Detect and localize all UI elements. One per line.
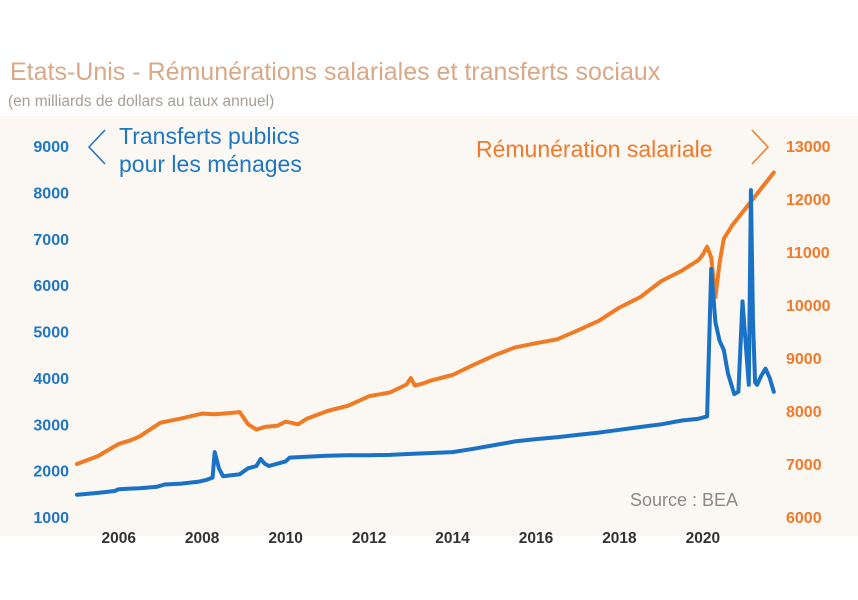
series-line-transferts-publics [75, 188, 776, 497]
right-axis-tick-label: 6000 [786, 510, 822, 527]
right-axis-tick-label: 12000 [786, 192, 831, 209]
source-label: Source : BEA [630, 490, 738, 510]
left-axis-tick-label: 9000 [33, 139, 69, 156]
left-axis-tick-label: 3000 [33, 417, 69, 434]
right-axis-tick-label: 9000 [786, 351, 822, 368]
chart-title: Etats-Unis - Rémunérations salariales et… [10, 58, 661, 86]
left-series-label-line1: Transferts publics [119, 123, 300, 149]
right-axis-tick-label: 7000 [786, 457, 822, 474]
left-axis-ticks: 9000 8000 7000 6000 5000 4000 3000 2000 1000 [33, 139, 69, 527]
x-axis-tick-label: 2006 [101, 530, 136, 547]
left-axis-tick-label: 2000 [33, 464, 69, 481]
series-layer [75, 170, 776, 497]
right-axis-tick-label: 10000 [786, 298, 831, 315]
x-axis-tick-label: 2010 [268, 530, 302, 547]
right-chevron-icon [751, 129, 770, 165]
left-axis-tick-label: 1000 [33, 510, 69, 527]
x-axis-tick-label: 2014 [435, 530, 470, 547]
right-series-label: Rémunération salariale [476, 136, 713, 162]
left-axis-tick-label: 5000 [33, 325, 69, 342]
x-axis-tick-label: 2008 [185, 530, 220, 547]
series-line-remuneration-salariale [75, 170, 776, 466]
left-axis-tick-label: 4000 [33, 371, 69, 388]
left-axis-tick-label: 7000 [33, 232, 69, 249]
x-axis-tick-label: 2016 [519, 530, 554, 547]
left-series-label-line2: pour les ménages [119, 151, 302, 177]
x-axis-tick-label: 2018 [602, 530, 637, 547]
x-axis-ticks: 2006 2008 2010 2012 2014 2016 2018 2020 [101, 530, 720, 547]
left-axis-tick-label: 6000 [33, 278, 69, 295]
left-chevron-icon [87, 129, 106, 165]
right-axis-tick-label: 11000 [786, 245, 830, 262]
right-axis-tick-label: 8000 [786, 404, 822, 421]
right-series-legend: Rémunération salariale [476, 129, 770, 165]
right-axis-ticks: 13000 12000 11000 10000 9000 8000 7000 6000 [786, 139, 831, 527]
left-series-legend: Transferts publics pour les ménages [87, 123, 302, 177]
x-axis-tick-label: 2020 [686, 530, 720, 547]
chart-subtitle: (en milliards de dollars au taux annuel) [8, 93, 275, 110]
x-axis-tick-label: 2012 [352, 530, 386, 547]
left-axis-tick-label: 8000 [33, 185, 69, 202]
right-axis-tick-label: 13000 [786, 139, 831, 156]
